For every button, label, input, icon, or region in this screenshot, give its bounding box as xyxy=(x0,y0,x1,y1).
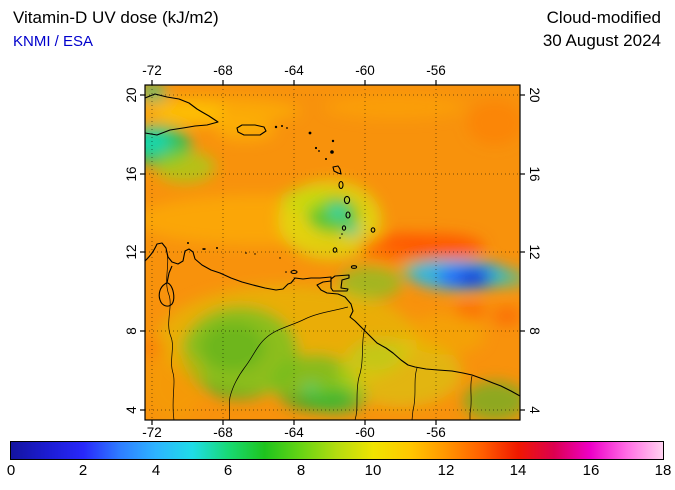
coastlines-layer xyxy=(145,93,520,397)
lon-tick-label-top: -64 xyxy=(284,63,304,78)
river-orinoco xyxy=(228,306,349,420)
coastline-hispaniola xyxy=(145,93,219,136)
lat-tick-label-left: 16 xyxy=(124,166,139,182)
coastline-martinique xyxy=(343,195,351,205)
colorbar-tick-label: 18 xyxy=(654,462,672,479)
coastline-st-lucia xyxy=(345,211,351,219)
lat-tick-label-right: 20 xyxy=(527,87,542,103)
coastline-trinidad xyxy=(330,274,350,292)
lon-tick-label-top: -56 xyxy=(426,63,446,78)
lat-tick-label-left: 4 xyxy=(124,406,139,414)
colorbar-tick-label: 2 xyxy=(78,462,88,479)
lat-tick-label-left: 12 xyxy=(124,244,139,260)
product-mode: Cloud-modified xyxy=(546,8,661,27)
product-date: 30 August 2024 xyxy=(542,31,661,50)
uv-field-layer xyxy=(145,85,520,420)
coastline-st-vincent xyxy=(341,225,347,231)
colorbar-tick-label: 10 xyxy=(364,462,382,479)
small-islands-layer xyxy=(187,125,343,273)
colorbar xyxy=(10,441,664,460)
lat-tick-label-right: 8 xyxy=(527,327,542,335)
source-credit: KNMI / ESA xyxy=(13,33,94,50)
coastline-dominica xyxy=(338,180,344,190)
map-canvas xyxy=(140,80,525,425)
map-frame-ticks xyxy=(140,80,525,425)
lat-tick-label-right: 12 xyxy=(527,244,542,260)
border-suriname-frguiana xyxy=(469,375,473,420)
coastline-barbados xyxy=(370,227,376,233)
colorbar-gradient xyxy=(11,442,663,459)
coastline-south-america xyxy=(145,242,520,397)
lat-tick-label-left: 20 xyxy=(124,87,139,103)
lon-tick-label-top: -68 xyxy=(213,63,233,78)
lon-tick-label-bottom: -68 xyxy=(213,425,233,440)
lon-tick-label-top: -60 xyxy=(355,63,375,78)
colorbar-tick-label: 16 xyxy=(582,462,600,479)
plot-title: Vitamin-D UV dose (kJ/m2) xyxy=(13,8,219,27)
coastline-tobago xyxy=(350,265,358,269)
lon-tick-label-top: -72 xyxy=(142,63,162,78)
colorbar-tick-label: 0 xyxy=(6,462,16,479)
lat-tick-label-right: 4 xyxy=(527,406,542,414)
lon-tick-label-bottom: -60 xyxy=(355,425,375,440)
colorbar-tick-label: 6 xyxy=(223,462,233,479)
lat-tick-label-left: 8 xyxy=(124,327,139,335)
lon-tick-label-bottom: -72 xyxy=(142,425,162,440)
colorbar-tick-label: 14 xyxy=(509,462,527,479)
lat-tick-label-right: 16 xyxy=(527,166,542,182)
coastline-puerto-rico xyxy=(236,124,267,136)
colorbar-tick-label: 8 xyxy=(296,462,306,479)
borders-layer xyxy=(165,249,473,420)
colorbar-tick-label: 4 xyxy=(151,462,161,479)
gridlines xyxy=(145,85,520,420)
lon-tick-label-bottom: -56 xyxy=(426,425,446,440)
border-venezuela-guyana xyxy=(354,324,367,420)
coastline-grenada xyxy=(332,247,338,253)
border-colombia-venezuela xyxy=(165,249,175,420)
colorbar-tick-label: 12 xyxy=(437,462,455,479)
coastline-lake-maracaibo xyxy=(158,265,175,307)
lon-tick-label-bottom: -64 xyxy=(284,425,304,440)
